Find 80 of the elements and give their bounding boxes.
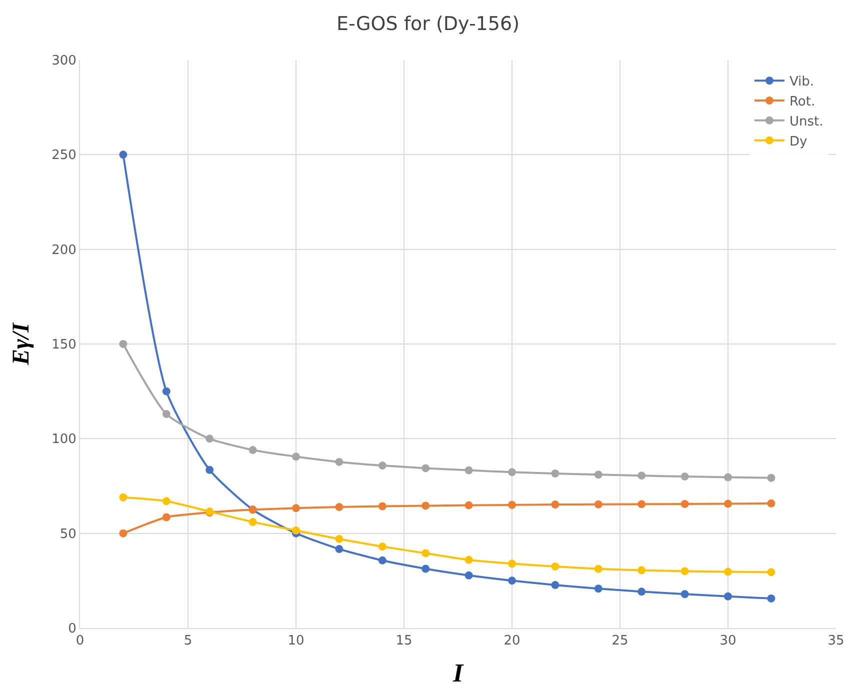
legend-label: Rot. bbox=[789, 94, 816, 110]
point bbox=[638, 566, 646, 574]
point bbox=[422, 564, 430, 573]
point bbox=[248, 518, 257, 526]
point bbox=[292, 504, 300, 512]
point bbox=[508, 500, 516, 509]
point bbox=[292, 526, 300, 534]
point bbox=[335, 545, 344, 554]
point bbox=[162, 387, 170, 396]
legend-label: Unst. bbox=[789, 114, 824, 130]
legend-label: Vib. bbox=[789, 74, 814, 90]
point bbox=[335, 535, 344, 544]
y-axis-title: Eγ/I bbox=[8, 321, 35, 366]
point bbox=[378, 542, 386, 551]
point bbox=[378, 462, 386, 470]
point bbox=[422, 502, 430, 510]
point bbox=[508, 468, 516, 476]
point bbox=[594, 564, 602, 573]
point bbox=[335, 503, 344, 512]
y-tick-label: 0 bbox=[68, 622, 76, 637]
point bbox=[119, 340, 128, 348]
point bbox=[464, 466, 473, 474]
point bbox=[119, 150, 128, 159]
point bbox=[508, 560, 516, 568]
point bbox=[378, 502, 386, 510]
x-axis-title: I bbox=[452, 658, 464, 688]
point bbox=[119, 529, 128, 538]
point bbox=[422, 549, 430, 558]
point bbox=[206, 434, 214, 443]
point bbox=[292, 452, 300, 461]
point bbox=[724, 568, 732, 576]
y-tick-label: 100 bbox=[52, 432, 76, 448]
point bbox=[378, 556, 386, 564]
point bbox=[594, 470, 602, 479]
point bbox=[551, 500, 560, 509]
point bbox=[422, 464, 430, 472]
y-tick-label: 250 bbox=[52, 148, 76, 164]
x-tick-label: 25 bbox=[612, 634, 628, 649]
point bbox=[767, 594, 776, 602]
point bbox=[162, 497, 170, 506]
point bbox=[680, 472, 689, 481]
point bbox=[551, 470, 560, 478]
point bbox=[162, 410, 170, 418]
point bbox=[464, 556, 473, 564]
point bbox=[724, 473, 732, 482]
point bbox=[680, 567, 689, 576]
y-tick-label: 150 bbox=[52, 338, 76, 353]
point bbox=[119, 493, 128, 502]
y-tick-label: 300 bbox=[52, 54, 76, 69]
point bbox=[767, 474, 776, 482]
point bbox=[508, 576, 516, 585]
point bbox=[335, 458, 344, 466]
x-tick-label: 5 bbox=[184, 634, 192, 649]
point bbox=[248, 446, 257, 454]
point bbox=[638, 500, 646, 508]
y-tick-label: 200 bbox=[52, 242, 76, 258]
point bbox=[551, 581, 560, 590]
point bbox=[680, 590, 689, 598]
point bbox=[767, 568, 776, 576]
chart-title: E-GOS for (Dy-156) bbox=[336, 13, 520, 35]
point bbox=[767, 499, 776, 508]
point bbox=[724, 592, 732, 600]
point bbox=[551, 562, 560, 570]
x-tick-label: 20 bbox=[504, 634, 520, 649]
point bbox=[206, 466, 214, 474]
x-tick-label: 10 bbox=[288, 634, 304, 649]
point bbox=[594, 584, 602, 593]
point bbox=[638, 472, 646, 480]
point bbox=[724, 500, 732, 508]
y-tick-label: 50 bbox=[60, 526, 76, 542]
point bbox=[638, 588, 646, 596]
x-tick-label: 15 bbox=[396, 634, 412, 649]
x-tick-label: 30 bbox=[720, 634, 736, 649]
point bbox=[680, 500, 689, 508]
point bbox=[162, 513, 170, 522]
point bbox=[464, 571, 473, 580]
x-tick-label: 35 bbox=[828, 634, 844, 649]
legend-label: Dy bbox=[789, 134, 808, 150]
point bbox=[594, 500, 602, 508]
point bbox=[464, 501, 473, 510]
